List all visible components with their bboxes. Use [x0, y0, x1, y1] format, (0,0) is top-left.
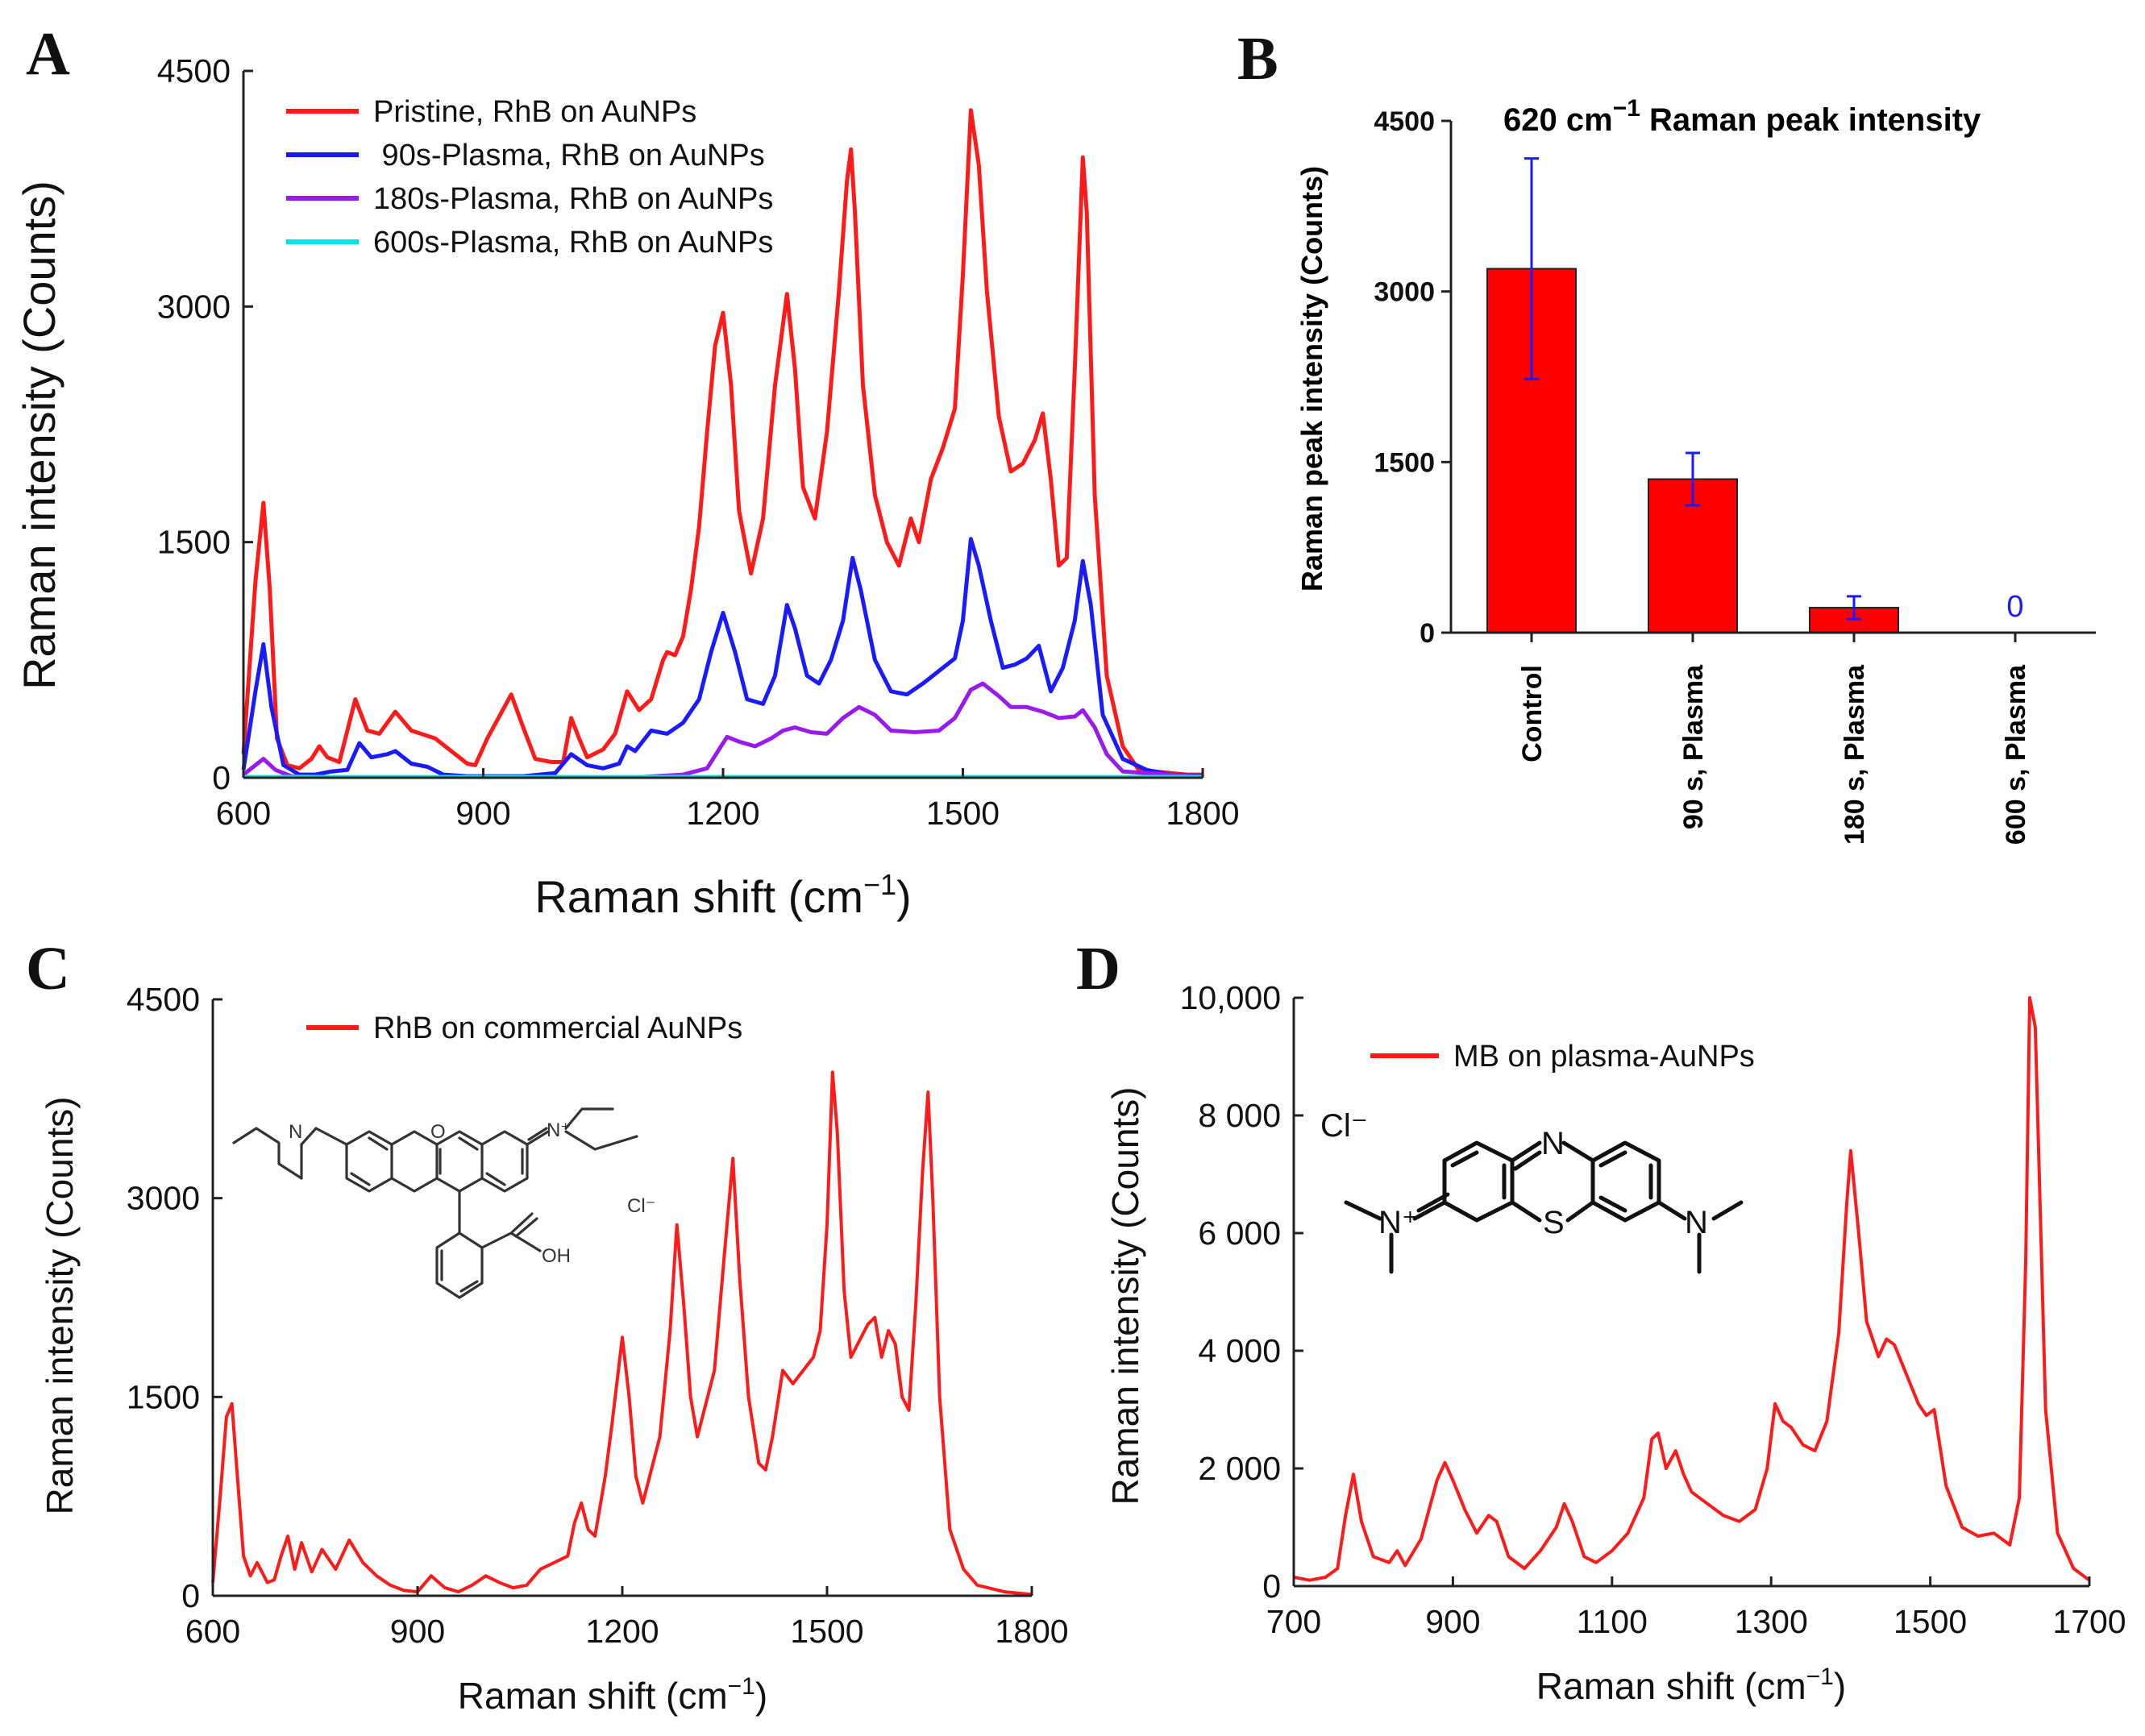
legend-label: Pristine, RhB on AuNPs [373, 95, 696, 129]
x-tick-label: 900 [455, 795, 510, 832]
x-tick-label: 1800 [1166, 795, 1239, 832]
y-tick-label: 1500 [1374, 447, 1435, 478]
mb-cl-label: Cl⁻ [1320, 1108, 1368, 1144]
panel-c-x-ticks: 600 900 1200 1500 1800 [185, 1586, 1069, 1650]
y-tick-label: 8 000 [1198, 1097, 1281, 1134]
category-label: 90 s, Plasma [1678, 664, 1709, 829]
panel-c: C 0 1500 3000 4500 600 900 1200 1500 1800 Raman… [26, 935, 1069, 1717]
legend-label: RhB on commercial AuNPs [373, 1011, 742, 1045]
x-tick-label: 1200 [686, 795, 759, 832]
y-tick-label: 1500 [157, 524, 231, 561]
panel-b-y-ticks: 0 1500 3000 4500 [1374, 106, 1451, 649]
mb-n-top-label: N [1541, 1126, 1565, 1161]
panel-a: A 0 1500 3000 4500 600 900 1200 1500 1800 Raman… [14, 20, 1240, 922]
panel-a-series-2 [242, 681, 1203, 779]
y-tick-label: 4 000 [1198, 1332, 1281, 1369]
x-tick-label: 600 [185, 1613, 240, 1650]
category-label: 600 s, Plasma [2001, 664, 2031, 845]
panel-b-y-axis-title: Raman peak intensity (Counts) [1295, 166, 1328, 592]
y-tick-label: 4500 [1374, 106, 1435, 137]
methylene-blue-structure: N S N⁺ N Cl⁻ [1320, 1108, 1744, 1274]
panel-d-letter: D [1076, 935, 1120, 1003]
x-tick-label: 1500 [790, 1613, 863, 1650]
panel-d: D 0 2 000 4 000 6 000 8 000 10,000 700 900 1100… [1076, 935, 2126, 1707]
panel-c-y-ticks: 0 1500 3000 4500 [127, 981, 222, 1614]
y-tick-label: 4500 [157, 52, 231, 89]
error-bar [1686, 451, 1700, 507]
y-tick-label: 0 [212, 759, 231, 796]
error-bar [1524, 157, 1539, 380]
x-tick-label: 900 [1425, 1603, 1480, 1640]
panel-d-legend: MB on plasma-AuNPs [1370, 1040, 1755, 1074]
mb-s-label: S [1543, 1205, 1565, 1240]
y-tick-label: 3000 [127, 1180, 200, 1217]
y-tick-label: 6 000 [1198, 1215, 1281, 1252]
x-tick-label: 1300 [1735, 1603, 1808, 1640]
panel-d-x-axis-title: Raman shift (cm−1) [1536, 1663, 1846, 1707]
mb-n-right-label: N [1685, 1205, 1708, 1240]
x-tick-label: 1800 [995, 1613, 1068, 1650]
bar-value-label: 0 [2006, 590, 2023, 624]
rhodamine-cl-label: Cl⁻ [627, 1195, 655, 1217]
mb-n-plus-label: N⁺ [1378, 1205, 1419, 1240]
rhodamine-n-plus-label: N⁺ [547, 1119, 571, 1141]
rhodamine-n-label: N [289, 1121, 302, 1143]
panel-c-legend: RhB on commercial AuNPs [306, 1011, 742, 1045]
y-tick-label: 0 [1420, 618, 1435, 649]
panel-c-plot-area [211, 1070, 1033, 1597]
panel-a-letter: A [26, 20, 70, 88]
panel-b: B 620 cm−1 Raman peak intensity 0 0 1500 3… [1237, 25, 2096, 845]
legend-label: 90s-Plasma, RhB on AuNPs [373, 139, 765, 172]
y-tick-label: 2 000 [1198, 1450, 1281, 1487]
legend-label: 600s-Plasma, RhB on AuNPs [373, 226, 773, 260]
y-tick-label: 3000 [1374, 277, 1435, 308]
panel-c-letter: C [26, 935, 70, 1003]
y-tick-label: 1500 [127, 1378, 200, 1415]
x-tick-label: 700 [1266, 1603, 1321, 1640]
panel-d-series-0 [1293, 996, 2091, 1582]
y-tick-label: 3000 [157, 288, 231, 325]
y-tick-label: 4500 [127, 981, 200, 1018]
panel-a-x-ticks: 600 900 1200 1500 1800 [216, 768, 1240, 832]
y-tick-label: 0 [181, 1577, 200, 1614]
rhodamine-b-structure: O N N⁺ Cl⁻ OH [232, 1107, 655, 1299]
x-tick-label: 1500 [926, 795, 1000, 832]
x-tick-label: 1500 [1894, 1603, 1967, 1640]
category-label: Control [1517, 665, 1548, 762]
rhodamine-oh-label: OH [542, 1245, 571, 1267]
panel-c-series-0 [211, 1070, 1033, 1597]
panel-d-plot-area [1293, 996, 2091, 1582]
panel-d-x-ticks: 700 900 1100 1300 1500 1700 [1266, 1576, 2126, 1640]
panel-d-y-ticks: 0 2 000 4 000 6 000 8 000 10,000 [1180, 979, 1303, 1605]
legend-label: MB on plasma-AuNPs [1453, 1040, 1755, 1074]
panel-b-plot-area: 0 [1486, 157, 2024, 634]
category-label: 180 s, Plasma [1839, 664, 1870, 845]
panel-a-legend: Pristine, RhB on AuNPs 90s-Plasma, RhB o… [286, 95, 773, 260]
x-tick-label: 600 [216, 795, 271, 832]
x-tick-label: 1100 [1577, 1603, 1648, 1640]
panel-b-letter: B [1237, 25, 1278, 93]
y-tick-label: 0 [1262, 1568, 1281, 1605]
panel-b-title: 620 cm−1 Raman peak intensity [1503, 95, 1981, 138]
panel-a-x-axis-title: Raman shift (cm−1) [534, 868, 911, 922]
legend-label: 180s-Plasma, RhB on AuNPs [373, 182, 773, 216]
x-tick-label: 900 [390, 1613, 445, 1650]
panel-a-series-1 [241, 537, 1203, 779]
rhodamine-o-label: O [430, 1121, 446, 1143]
panel-c-x-axis-title: Raman shift (cm−1) [458, 1673, 767, 1717]
panel-b-x-ticks: Control 90 s, Plasma 180 s, Plasma 600 s, P… [1517, 633, 2031, 845]
panel-a-series-0 [241, 108, 1203, 777]
panel-a-y-axis-title: Raman intensity (Counts) [14, 181, 64, 690]
y-tick-label: 10,000 [1180, 979, 1281, 1016]
error-bar [1847, 595, 1861, 621]
panel-a-y-ticks: 0 1500 3000 4500 [157, 52, 253, 796]
x-tick-label: 1700 [2052, 1603, 2126, 1640]
x-tick-label: 1200 [585, 1613, 659, 1650]
panel-c-y-axis-title: Raman intensity (Counts) [39, 1097, 81, 1515]
panel-d-y-axis-title: Raman intensity (Counts) [1104, 1087, 1146, 1506]
